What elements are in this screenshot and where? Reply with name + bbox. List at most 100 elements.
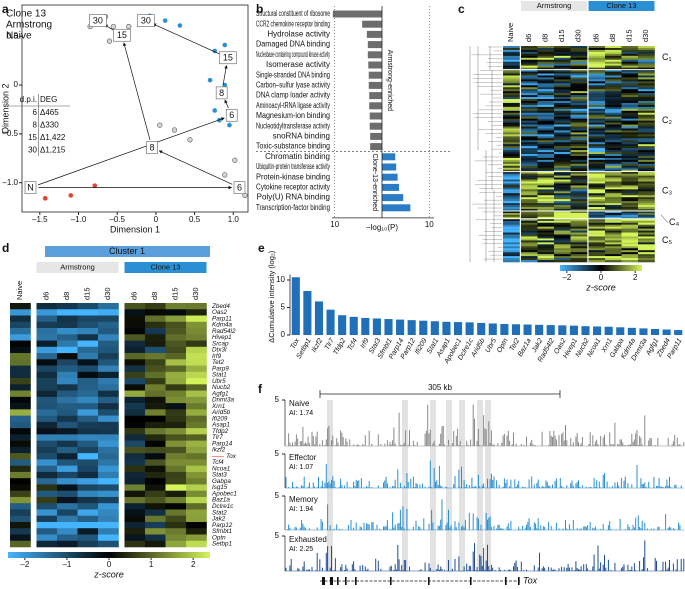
gene-label: Isg15 xyxy=(212,484,228,491)
heat-cell xyxy=(537,95,555,98)
heat-cell xyxy=(554,128,571,131)
heat-cell xyxy=(621,208,639,212)
heat-cell xyxy=(621,91,639,94)
heat-cell xyxy=(124,471,146,479)
heat-cell xyxy=(10,315,31,323)
heat-cell xyxy=(554,218,571,222)
heat-cell xyxy=(186,459,207,466)
heat-cell xyxy=(165,346,187,354)
heat-cell xyxy=(537,238,555,241)
heat-cell xyxy=(10,503,31,510)
heat-cell xyxy=(588,67,606,70)
highlight-band xyxy=(402,400,408,572)
heat-cell xyxy=(621,51,639,55)
heat-cell xyxy=(503,136,520,139)
heat-cell xyxy=(521,116,538,119)
heat-cell xyxy=(124,540,146,548)
heat-cell xyxy=(537,77,555,80)
heat-cell xyxy=(98,521,119,529)
heat-cell xyxy=(554,216,571,220)
heat-cell xyxy=(570,248,588,251)
heat-cell xyxy=(77,396,99,404)
heat-cell xyxy=(570,108,588,112)
heat-cell xyxy=(503,148,520,151)
gene-label: Asap1 xyxy=(211,422,230,429)
heat-cell xyxy=(36,359,58,366)
heat-cell xyxy=(605,183,622,186)
heat-cell xyxy=(570,85,588,88)
heat-cell xyxy=(36,490,58,498)
heat-cell xyxy=(638,53,655,57)
heat-cell xyxy=(605,216,622,220)
heat-cell xyxy=(521,210,538,214)
centroid-label: 30 xyxy=(93,15,103,25)
heat-cell xyxy=(145,428,166,435)
heat-cell xyxy=(503,155,520,159)
heat-cell xyxy=(621,102,639,106)
heat-cell xyxy=(554,250,571,253)
heat-cell xyxy=(638,116,655,119)
bar xyxy=(303,291,312,335)
heat-cell xyxy=(36,503,58,510)
heat-cell xyxy=(588,199,606,202)
heat-cell xyxy=(554,222,571,225)
heat-cell xyxy=(554,260,571,263)
point xyxy=(187,137,193,143)
heat-cell xyxy=(638,155,655,159)
heat-cell xyxy=(36,509,58,517)
heat-cell xyxy=(570,93,588,96)
heat-cell xyxy=(638,67,655,70)
heat-cell xyxy=(638,51,655,55)
heat-cell xyxy=(554,167,571,171)
heat-cell xyxy=(554,228,571,231)
heat-cell xyxy=(124,415,146,423)
heat-cell xyxy=(638,152,655,155)
heat-cell xyxy=(605,138,622,141)
heat-cell xyxy=(165,534,187,542)
heat-cell xyxy=(621,191,639,194)
heat-cell xyxy=(36,321,58,329)
heat-cell xyxy=(503,51,520,55)
colorbar-label: z-score xyxy=(585,282,616,292)
heat-cell xyxy=(605,214,622,218)
heat-cell xyxy=(186,496,207,504)
heat-cell xyxy=(638,254,655,257)
heat-cell xyxy=(521,46,538,49)
heat-cell xyxy=(503,77,520,80)
heat-cell xyxy=(570,100,588,104)
heat-cell xyxy=(77,403,99,410)
heat-cell xyxy=(621,71,639,74)
heat-cell xyxy=(77,484,99,491)
heat-cell xyxy=(124,353,146,360)
heat-cell xyxy=(521,154,538,157)
heat-cell xyxy=(537,99,555,102)
heat-cell xyxy=(145,521,166,529)
heat-cell xyxy=(521,220,538,224)
heat-cell xyxy=(537,136,555,139)
gene-label: Rad54l2 xyxy=(212,328,236,335)
heat-cell xyxy=(145,484,166,491)
term-label: Carbon–sulfur lyase activity xyxy=(256,81,330,90)
heat-cell xyxy=(537,167,555,171)
heat-cell xyxy=(537,208,555,212)
heat-cell xyxy=(554,99,571,102)
heat-cell xyxy=(57,321,78,329)
heat-cell xyxy=(638,124,655,127)
heat-cell xyxy=(165,484,187,491)
heat-cell xyxy=(588,108,606,112)
heat-cell xyxy=(605,248,622,251)
heat-cell xyxy=(588,83,606,86)
heat-cell xyxy=(503,218,520,222)
heat-cell xyxy=(621,81,639,84)
heat-cell xyxy=(503,140,520,143)
heat-cell xyxy=(77,496,99,504)
heat-cell xyxy=(605,91,622,94)
heat-cell xyxy=(570,102,588,106)
heat-cell xyxy=(605,185,622,188)
heat-cell xyxy=(554,89,571,92)
heat-cell xyxy=(521,205,538,208)
y-axis-label: ΔCumulative intensity (log₂) xyxy=(267,250,276,343)
heat-cell xyxy=(503,102,520,106)
heat-cell xyxy=(503,112,520,116)
heat-cell xyxy=(57,540,78,548)
